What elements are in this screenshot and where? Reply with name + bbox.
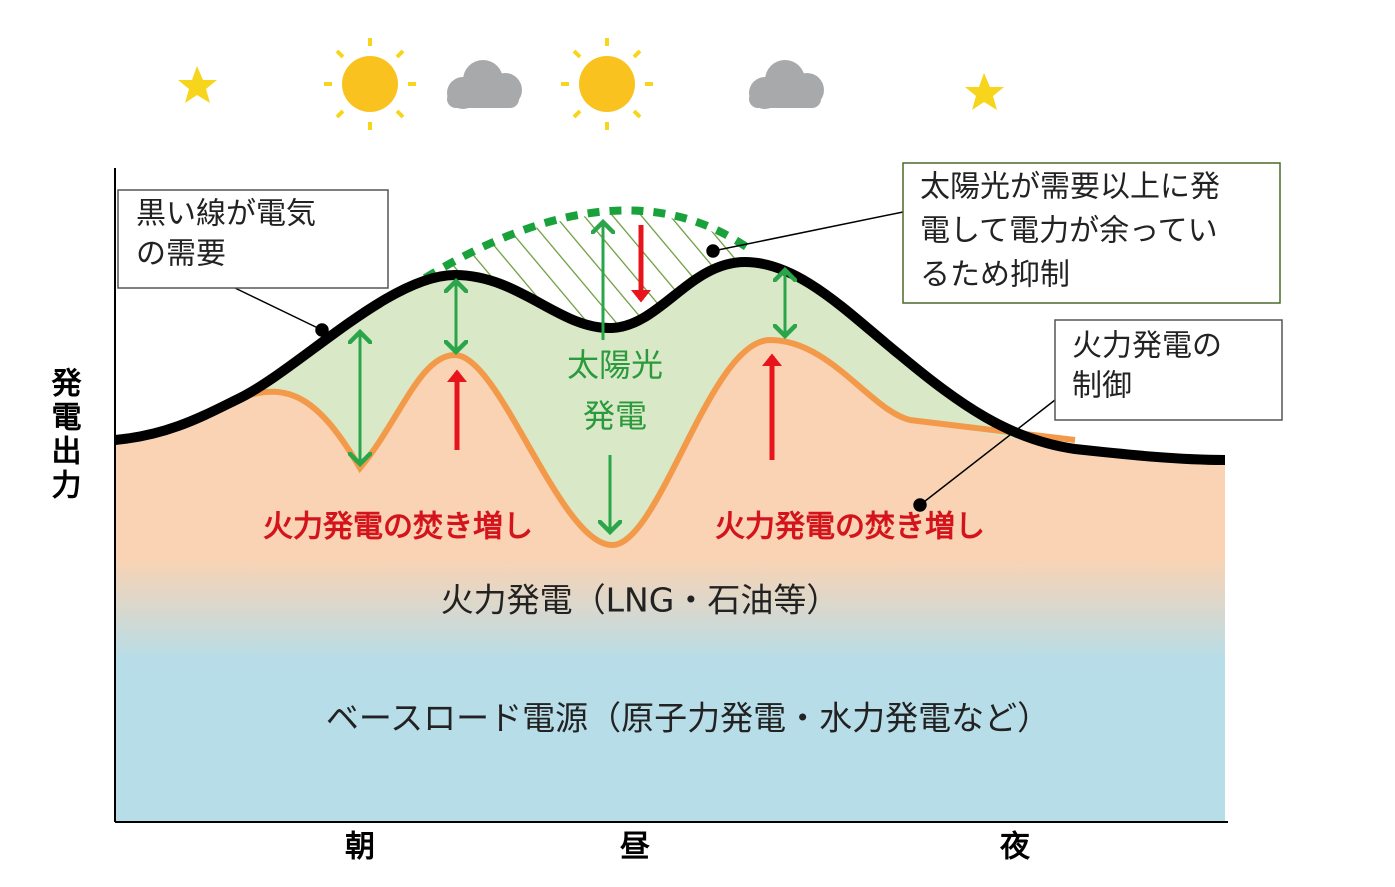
solar-label: 発電 [583, 397, 647, 435]
callout-text: 太陽光が需要以上に発 [920, 170, 1220, 205]
thermal-label: 火力発電（LNG・石油等） [441, 581, 840, 620]
x-label: 夜 [999, 830, 1031, 865]
x-label: 朝 [345, 830, 375, 865]
demand-curve [114, 256, 1226, 465]
thermal-increase-label: 火力発電の焚き増し [715, 510, 985, 545]
thermal-curve [238, 336, 1076, 549]
callout-box [902, 162, 1281, 304]
callout-text: 黒い線が電気 [136, 197, 316, 232]
arrows [360, 222, 785, 532]
x-label: 昼 [620, 830, 650, 865]
y-axis-label: 発電出力 [46, 367, 83, 503]
solar-label: 太陽光 [567, 346, 663, 384]
callout-lines [234, 211, 1056, 512]
callout-text: 火力発電の [1072, 329, 1222, 364]
icons [178, 38, 1044, 130]
callout-box [117, 189, 389, 289]
callout-text: るため抑制 [920, 258, 1070, 293]
baseload-label: ベースロード電源（原子力発電・水力発電など） [326, 699, 1050, 738]
callout-box [1054, 319, 1283, 421]
callout-text: 制御 [1072, 369, 1132, 404]
thermal-increase-label: 火力発電の焚き増し [263, 510, 533, 545]
callout-text: 電して電力が余ってい [920, 214, 1218, 249]
callout-text: の需要 [136, 237, 226, 272]
